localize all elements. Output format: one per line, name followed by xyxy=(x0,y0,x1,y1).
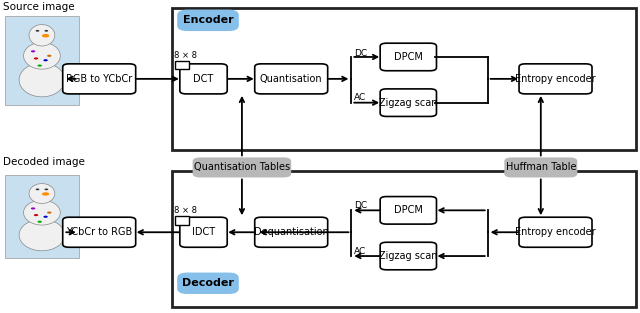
Circle shape xyxy=(44,59,48,61)
FancyBboxPatch shape xyxy=(255,217,328,247)
Text: DC: DC xyxy=(354,201,367,210)
FancyBboxPatch shape xyxy=(504,157,577,177)
Circle shape xyxy=(31,208,35,209)
Text: DC: DC xyxy=(354,49,367,58)
Ellipse shape xyxy=(29,183,55,203)
FancyBboxPatch shape xyxy=(180,217,227,247)
Text: AC: AC xyxy=(354,93,366,102)
Text: Zigzag scan: Zigzag scan xyxy=(379,251,438,261)
Bar xyxy=(172,171,636,307)
Text: AC: AC xyxy=(354,247,366,255)
FancyBboxPatch shape xyxy=(63,217,136,247)
Circle shape xyxy=(31,50,35,52)
FancyBboxPatch shape xyxy=(63,64,136,94)
FancyBboxPatch shape xyxy=(255,64,328,94)
Ellipse shape xyxy=(19,63,65,97)
Circle shape xyxy=(36,30,39,32)
Text: Quantisation Tables: Quantisation Tables xyxy=(194,162,290,172)
Bar xyxy=(172,8,636,150)
Bar xyxy=(175,61,189,69)
Ellipse shape xyxy=(24,200,60,225)
FancyBboxPatch shape xyxy=(519,64,592,94)
Text: RGB to YCbCr: RGB to YCbCr xyxy=(66,74,132,84)
Circle shape xyxy=(44,216,48,218)
Text: Entropy encoder: Entropy encoder xyxy=(515,74,596,84)
Ellipse shape xyxy=(42,34,49,38)
Ellipse shape xyxy=(29,25,55,46)
Text: Entropy encoder: Entropy encoder xyxy=(515,227,596,237)
FancyBboxPatch shape xyxy=(180,64,227,94)
Text: YCbCr to RGB: YCbCr to RGB xyxy=(66,227,132,237)
Text: Dequantisation: Dequantisation xyxy=(254,227,328,237)
FancyBboxPatch shape xyxy=(178,10,238,30)
Ellipse shape xyxy=(42,192,49,196)
Text: Quantisation: Quantisation xyxy=(260,74,323,84)
Text: Decoder: Decoder xyxy=(182,278,234,288)
Text: 8 × 8: 8 × 8 xyxy=(174,207,197,215)
Circle shape xyxy=(36,188,39,190)
Circle shape xyxy=(38,221,42,223)
Text: Source image: Source image xyxy=(3,2,75,12)
FancyBboxPatch shape xyxy=(193,157,291,177)
Circle shape xyxy=(34,214,38,216)
Ellipse shape xyxy=(24,43,60,69)
Circle shape xyxy=(45,30,48,32)
Circle shape xyxy=(38,64,42,67)
FancyBboxPatch shape xyxy=(380,242,436,270)
Circle shape xyxy=(47,55,51,57)
FancyBboxPatch shape xyxy=(519,217,592,247)
Text: Decoded image: Decoded image xyxy=(3,157,85,167)
Circle shape xyxy=(45,188,48,190)
Text: IDCT: IDCT xyxy=(192,227,215,237)
Text: DPCM: DPCM xyxy=(394,205,423,215)
FancyBboxPatch shape xyxy=(380,43,436,71)
Text: DPCM: DPCM xyxy=(394,52,423,62)
Ellipse shape xyxy=(19,219,65,251)
Bar xyxy=(5,175,79,258)
Bar xyxy=(5,16,79,105)
FancyBboxPatch shape xyxy=(380,197,436,224)
Circle shape xyxy=(47,212,51,214)
Text: Encoder: Encoder xyxy=(182,15,234,25)
Circle shape xyxy=(34,57,38,59)
Text: Zigzag scan: Zigzag scan xyxy=(379,98,438,108)
FancyBboxPatch shape xyxy=(380,89,436,116)
Text: DCT: DCT xyxy=(193,74,214,84)
FancyBboxPatch shape xyxy=(178,273,238,293)
Text: 8 × 8: 8 × 8 xyxy=(174,51,197,60)
Text: Huffman Table: Huffman Table xyxy=(506,162,576,172)
Bar xyxy=(175,216,189,225)
